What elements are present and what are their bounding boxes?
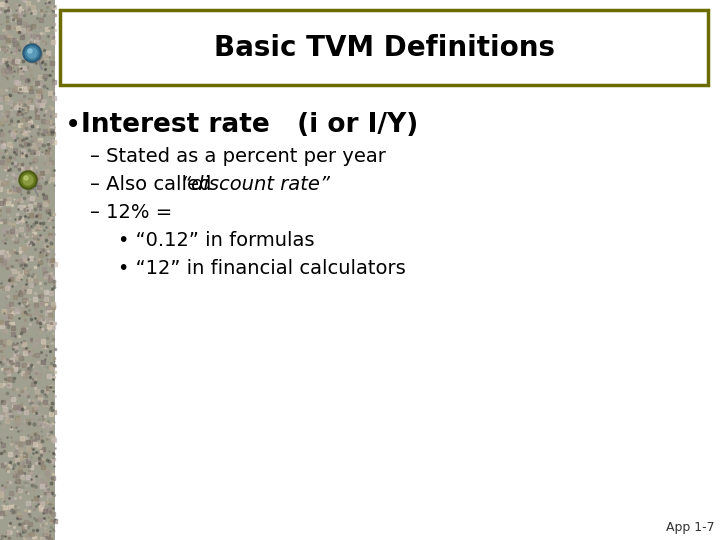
Circle shape <box>27 48 37 58</box>
Text: Interest rate   (i or I/Y): Interest rate (i or I/Y) <box>81 112 418 138</box>
Circle shape <box>24 45 42 63</box>
Circle shape <box>25 46 39 60</box>
Circle shape <box>20 172 38 190</box>
Text: Basic TVM Definitions: Basic TVM Definitions <box>214 33 554 62</box>
Circle shape <box>24 176 28 180</box>
FancyBboxPatch shape <box>0 0 55 540</box>
Text: – Also called: – Also called <box>90 176 217 194</box>
Text: • “0.12” in formulas: • “0.12” in formulas <box>118 232 315 251</box>
Circle shape <box>23 44 41 62</box>
Text: – 12% =: – 12% = <box>90 204 172 222</box>
Text: App 1-7: App 1-7 <box>667 521 715 534</box>
Circle shape <box>23 175 33 185</box>
Text: •: • <box>65 111 81 139</box>
FancyBboxPatch shape <box>60 10 708 85</box>
Circle shape <box>21 173 35 187</box>
Text: – Stated as a percent per year: – Stated as a percent per year <box>90 147 386 166</box>
Text: • “12” in financial calculators: • “12” in financial calculators <box>118 260 406 279</box>
Circle shape <box>19 171 37 189</box>
Text: “discount rate”: “discount rate” <box>181 176 330 194</box>
Circle shape <box>28 49 32 53</box>
